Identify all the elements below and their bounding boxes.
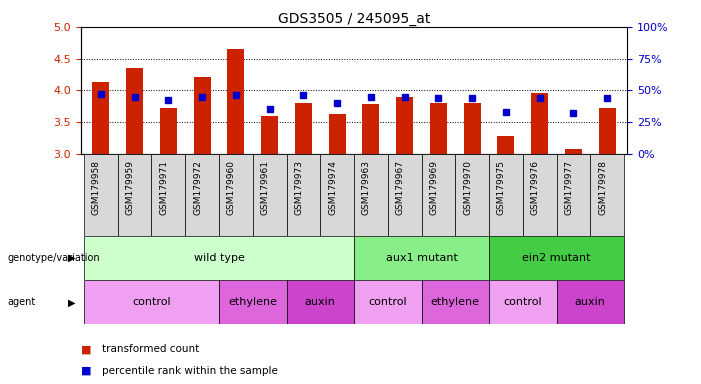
Text: genotype/variation: genotype/variation — [7, 253, 100, 263]
Text: GSM179969: GSM179969 — [430, 160, 438, 215]
Text: ein2 mutant: ein2 mutant — [522, 253, 591, 263]
Text: wild type: wild type — [193, 253, 245, 263]
Bar — [421, 154, 455, 236]
Text: percentile rank within the sample: percentile rank within the sample — [102, 366, 278, 376]
Text: GSM179974: GSM179974 — [328, 160, 337, 215]
Bar — [261, 116, 278, 154]
Text: GSM179958: GSM179958 — [92, 160, 101, 215]
Bar — [253, 154, 287, 236]
Bar — [455, 154, 489, 236]
Bar — [193, 77, 210, 154]
Text: ▶: ▶ — [68, 253, 76, 263]
Text: GSM179976: GSM179976 — [531, 160, 540, 215]
Bar — [557, 154, 590, 236]
Text: GSM179978: GSM179978 — [598, 160, 607, 215]
Text: GSM179972: GSM179972 — [193, 160, 202, 215]
Text: GSM179970: GSM179970 — [463, 160, 472, 215]
Bar — [590, 154, 624, 236]
Bar — [287, 280, 354, 324]
Text: GSM179961: GSM179961 — [261, 160, 270, 215]
Text: agent: agent — [7, 297, 35, 308]
Text: ethylene: ethylene — [229, 297, 278, 308]
Bar — [84, 154, 118, 236]
Bar — [84, 280, 219, 324]
Bar — [354, 236, 489, 280]
Text: auxin: auxin — [305, 297, 336, 308]
Text: aux1 mutant: aux1 mutant — [386, 253, 458, 263]
Bar — [421, 280, 489, 324]
Bar — [84, 236, 354, 280]
Bar — [388, 154, 421, 236]
Text: GSM179963: GSM179963 — [362, 160, 371, 215]
Bar — [295, 103, 312, 154]
Bar — [489, 236, 624, 280]
Text: control: control — [369, 297, 407, 308]
Bar — [329, 114, 346, 154]
Bar — [430, 103, 447, 154]
Bar — [354, 154, 388, 236]
Bar — [557, 280, 624, 324]
Text: GSM179960: GSM179960 — [227, 160, 236, 215]
Bar — [396, 97, 413, 154]
Bar — [118, 154, 151, 236]
Text: GSM179971: GSM179971 — [159, 160, 168, 215]
Text: GSM179959: GSM179959 — [125, 160, 135, 215]
Bar — [531, 93, 548, 154]
Bar — [489, 280, 557, 324]
Bar — [126, 68, 143, 154]
Bar — [354, 280, 421, 324]
Bar — [599, 108, 615, 154]
Bar — [498, 136, 515, 154]
Bar — [565, 149, 582, 154]
Bar — [320, 154, 354, 236]
Text: ▶: ▶ — [68, 297, 76, 308]
Bar — [151, 154, 185, 236]
Text: transformed count: transformed count — [102, 344, 199, 354]
Text: GSM179973: GSM179973 — [294, 160, 304, 215]
Bar — [489, 154, 523, 236]
Bar — [160, 108, 177, 154]
Text: GSM179977: GSM179977 — [564, 160, 573, 215]
Bar — [93, 82, 109, 154]
Bar — [287, 154, 320, 236]
Text: control: control — [132, 297, 171, 308]
Text: ethylene: ethylene — [430, 297, 479, 308]
Text: GSM179975: GSM179975 — [497, 160, 506, 215]
Text: auxin: auxin — [575, 297, 606, 308]
Text: GDS3505 / 245095_at: GDS3505 / 245095_at — [278, 12, 430, 25]
Text: ■: ■ — [81, 344, 91, 354]
Bar — [219, 154, 253, 236]
Bar — [463, 103, 481, 154]
Bar — [362, 104, 379, 154]
Text: ■: ■ — [81, 366, 91, 376]
Bar — [185, 154, 219, 236]
Bar — [227, 49, 245, 154]
Text: GSM179967: GSM179967 — [395, 160, 404, 215]
Bar — [219, 280, 287, 324]
Text: control: control — [503, 297, 542, 308]
Bar — [523, 154, 557, 236]
